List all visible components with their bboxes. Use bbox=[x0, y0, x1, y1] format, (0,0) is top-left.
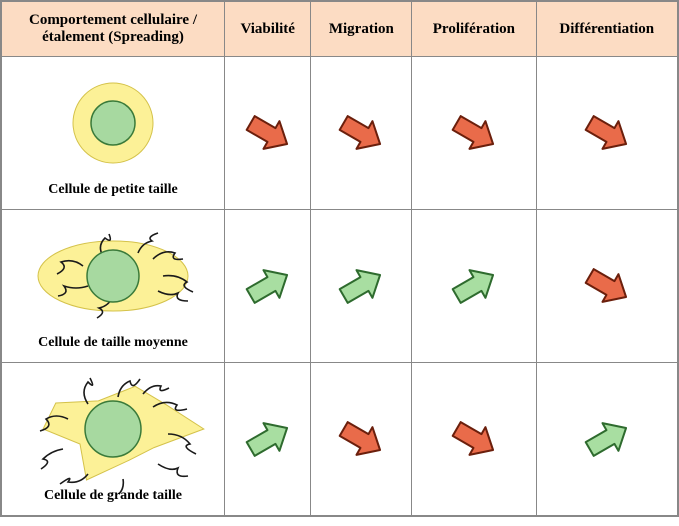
arrow-cell bbox=[225, 210, 311, 363]
table-row: Cellule de grande taille bbox=[1, 363, 678, 517]
cell-illustration-cell: Cellule de grande taille bbox=[1, 363, 225, 517]
header-line2: étalement (Spreading) bbox=[42, 29, 184, 45]
arrow-cell bbox=[412, 363, 536, 517]
arrow-cell bbox=[225, 57, 311, 210]
cell-size-label: Cellule de petite taille bbox=[3, 182, 223, 198]
arrow-down-icon bbox=[333, 411, 389, 467]
arrow-down-icon bbox=[240, 105, 296, 161]
arrow-up-icon bbox=[240, 258, 296, 314]
arrow-up-icon bbox=[579, 411, 635, 467]
cell-size-label: Cellule de grande taille bbox=[3, 488, 223, 504]
arrow-cell bbox=[536, 210, 678, 363]
arrow-cell bbox=[311, 210, 412, 363]
arrow-cell bbox=[412, 210, 536, 363]
cell-illustration-large bbox=[13, 374, 213, 494]
cell-behavior-table: Comportement cellulaire / étalement (Spr… bbox=[0, 0, 679, 517]
cell-illustration-cell: Cellule de taille moyenne bbox=[1, 210, 225, 363]
header-col-proliferation: Prolifération bbox=[412, 1, 536, 57]
arrow-down-icon bbox=[579, 105, 635, 161]
arrow-up-icon bbox=[333, 258, 389, 314]
arrow-down-icon bbox=[446, 105, 502, 161]
header-col-migration: Migration bbox=[311, 1, 412, 57]
cell-size-label: Cellule de taille moyenne bbox=[3, 335, 223, 351]
cell-illustration-small bbox=[13, 68, 213, 188]
header-col-behavior: Comportement cellulaire / étalement (Spr… bbox=[1, 1, 225, 57]
arrow-up-icon bbox=[240, 411, 296, 467]
arrow-down-icon bbox=[446, 411, 502, 467]
arrow-up-icon bbox=[446, 258, 502, 314]
table-row: Cellule de petite taille bbox=[1, 57, 678, 210]
arrow-cell bbox=[536, 57, 678, 210]
cell-illustration-cell: Cellule de petite taille bbox=[1, 57, 225, 210]
arrow-down-icon bbox=[333, 105, 389, 161]
cell-illustration-medium bbox=[13, 221, 213, 341]
arrow-cell bbox=[536, 363, 678, 517]
arrow-down-icon bbox=[579, 258, 635, 314]
header-row: Comportement cellulaire / étalement (Spr… bbox=[1, 1, 678, 57]
arrow-cell bbox=[412, 57, 536, 210]
header-line1: Comportement cellulaire / bbox=[29, 12, 197, 28]
header-col-viability: Viabilité bbox=[225, 1, 311, 57]
table-row: Cellule de taille moyenne bbox=[1, 210, 678, 363]
arrow-cell bbox=[311, 363, 412, 517]
arrow-cell bbox=[225, 363, 311, 517]
header-col-differentiation: Différentiation bbox=[536, 1, 678, 57]
arrow-cell bbox=[311, 57, 412, 210]
